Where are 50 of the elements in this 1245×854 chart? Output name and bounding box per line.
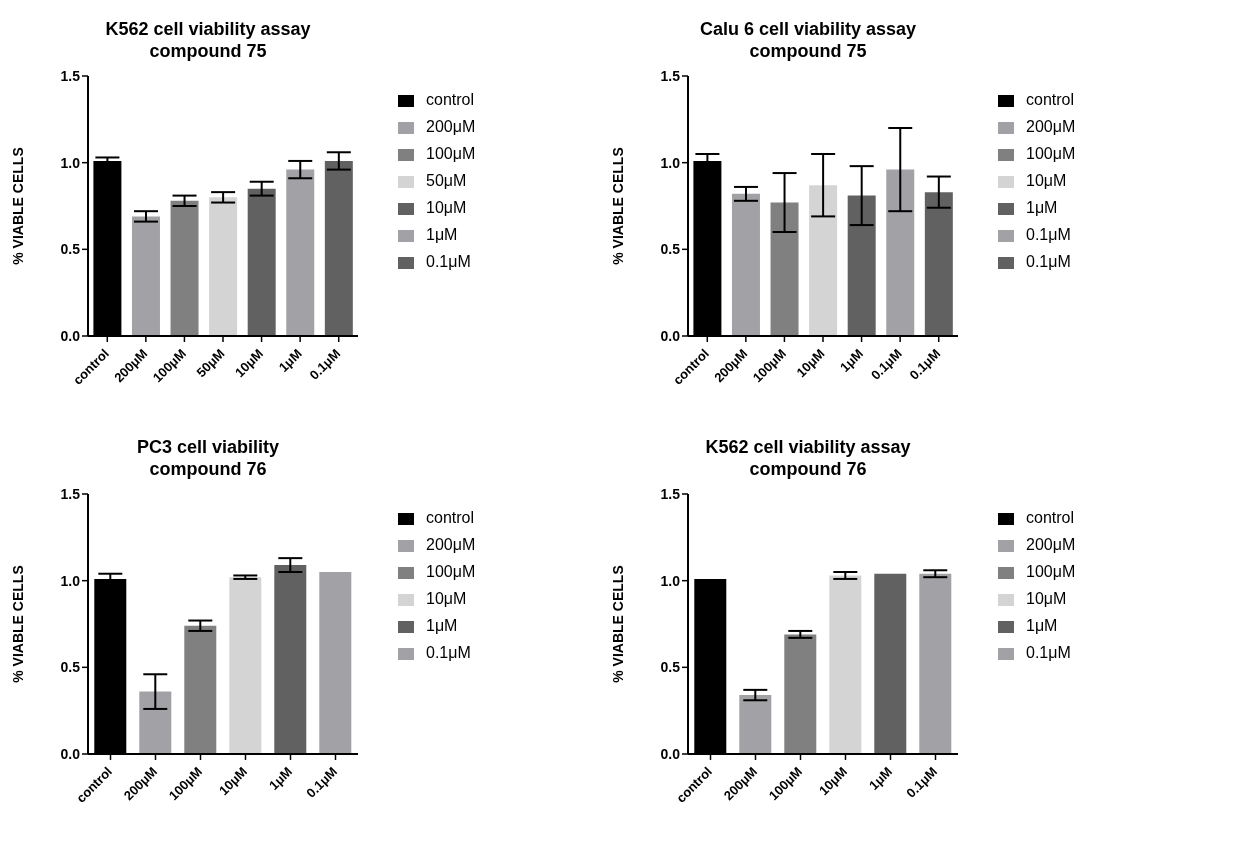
legend-label: control [426,509,475,526]
y-tick-label: 1.5 [60,485,81,502]
legend-label: 100μM [1026,563,1076,580]
y-tick-label: 0.5 [60,659,81,676]
legend-label: control [426,91,475,108]
y-tick-label: 1.0 [660,572,681,589]
legend-label: 1μM [1026,617,1058,634]
legend-label: 10μM [426,199,467,216]
legend-label: 200μM [1026,118,1076,135]
y-tick-label: 1.0 [60,572,81,589]
y-tick-label: 0.0 [60,327,81,344]
chart-title: PC3 cell viability compound 76 [135,436,281,480]
legend-label: 0.1μM [1026,226,1071,243]
y-tick-label: 1.5 [660,485,681,502]
y-tick-label: 0.0 [60,745,81,762]
legend-label: 1μM [426,226,458,243]
y-axis-title: % VIABLE CELLS [9,565,26,683]
legend-label: 0.1μM [1026,253,1071,270]
y-axis-title: % VIABLE CELLS [609,147,626,265]
y-tick-label: 0.5 [660,241,681,258]
legend-label: 200μM [1026,536,1076,553]
y-axis-title: % VIABLE CELLS [9,147,26,265]
y-tick-label: 1.0 [660,154,681,171]
chart-title: K562 cell viability assay compound 76 [704,436,912,480]
legend-label: control [1026,509,1075,526]
legend-label: 0.1μM [1026,644,1071,661]
legend-label: 100μM [1026,145,1076,162]
y-tick-label: 1.5 [660,67,681,84]
y-tick-label: 1.0 [60,154,81,171]
chart-title: Calu 6 cell viability assay compound 75 [698,18,918,62]
legend-label: 50μM [426,172,467,189]
y-tick-label: 0.5 [660,659,681,676]
y-axis-title: % VIABLE CELLS [609,565,626,683]
legend-label: 200μM [426,536,476,553]
legend-label: 10μM [426,590,467,607]
y-tick-label: 0.5 [60,241,81,258]
legend-label: 10μM [1026,590,1067,607]
legend-label: 200μM [426,118,476,135]
y-tick-label: 1.5 [60,67,81,84]
legend-label: 1μM [426,617,458,634]
legend-label: 0.1μM [426,644,471,661]
y-tick-label: 0.0 [660,327,681,344]
chart-title: K562 cell viability assay compound 75 [104,18,312,62]
legend-label: 0.1μM [426,253,471,270]
legend-label: control [1026,91,1075,108]
y-tick-label: 0.0 [660,745,681,762]
legend-label: 100μM [426,145,476,162]
legend-label: 100μM [426,563,476,580]
legend-label: 1μM [1026,199,1058,216]
legend-label: 10μM [1026,172,1067,189]
